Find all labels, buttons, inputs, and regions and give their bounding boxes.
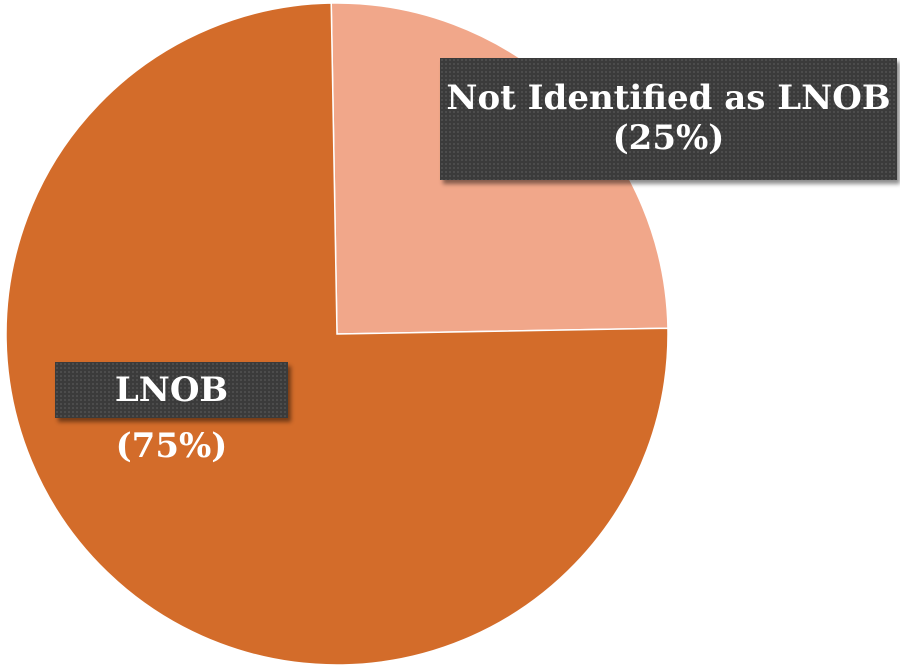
slice-label-lnob: LNOB (75%) <box>55 362 288 466</box>
pie-slice-lnob <box>5 2 669 666</box>
slice-label-not-identified: Not Identified as LNOB (25%) <box>440 58 897 180</box>
